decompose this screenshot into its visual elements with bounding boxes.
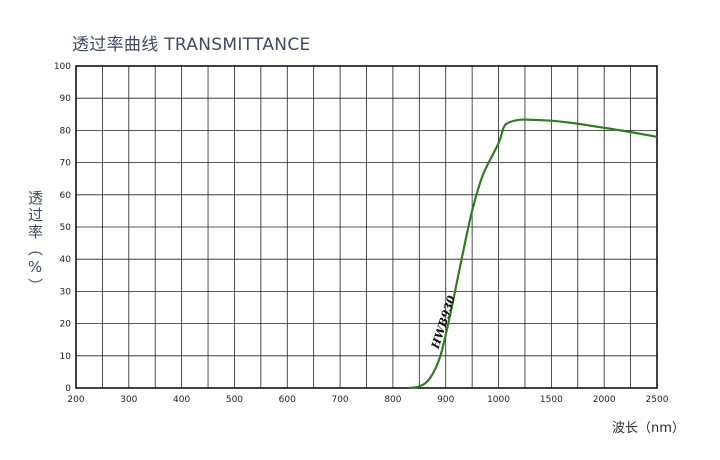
- x-tick-label: 600: [279, 395, 296, 405]
- chart-title: 透过率曲线 TRANSMITTANCE: [72, 35, 311, 55]
- y-tick-labels: 0 10 20 30 40 50 60 70 80 90 100: [54, 62, 71, 394]
- x-tick-label: 400: [173, 395, 190, 405]
- x-tick-label: 800: [384, 395, 401, 405]
- y-tick-label: 90: [60, 94, 72, 104]
- plot-frame: [75, 65, 658, 389]
- x-tick-label: 1500: [540, 395, 563, 405]
- series-line-hwb930: [407, 118, 658, 390]
- x-tick-label: 1000: [487, 395, 510, 405]
- y-tick-label: 70: [60, 159, 72, 169]
- x-tick-label: 700: [331, 395, 348, 405]
- y-tick-label: 30: [60, 287, 72, 297]
- y-tick-label: 50: [60, 223, 72, 233]
- y-tick-label: 100: [54, 62, 71, 72]
- x-tick-label: 2000: [593, 395, 616, 405]
- x-tick-label: 2500: [646, 395, 669, 405]
- x-axis-label: 波长（nm）: [612, 421, 685, 436]
- y-tick-label: 10: [60, 352, 72, 362]
- x-tick-label: 900: [437, 395, 454, 405]
- x-tick-label: 500: [226, 395, 243, 405]
- x-tick-label: 300: [120, 395, 137, 405]
- y-tick-label: 80: [60, 126, 72, 136]
- x-tick-label: 200: [67, 395, 84, 405]
- y-tick-label: 60: [60, 191, 72, 201]
- y-tick-label: 0: [65, 384, 71, 394]
- y-tick-label: 20: [60, 320, 72, 330]
- x-tick-labels: 200 300 400 500 600 700 800 900 1000 1500 2000 2500: [67, 395, 668, 405]
- y-tick-label: 40: [60, 255, 72, 265]
- grid: [76, 66, 657, 388]
- y-axis-label: 透过率（%）: [26, 190, 44, 295]
